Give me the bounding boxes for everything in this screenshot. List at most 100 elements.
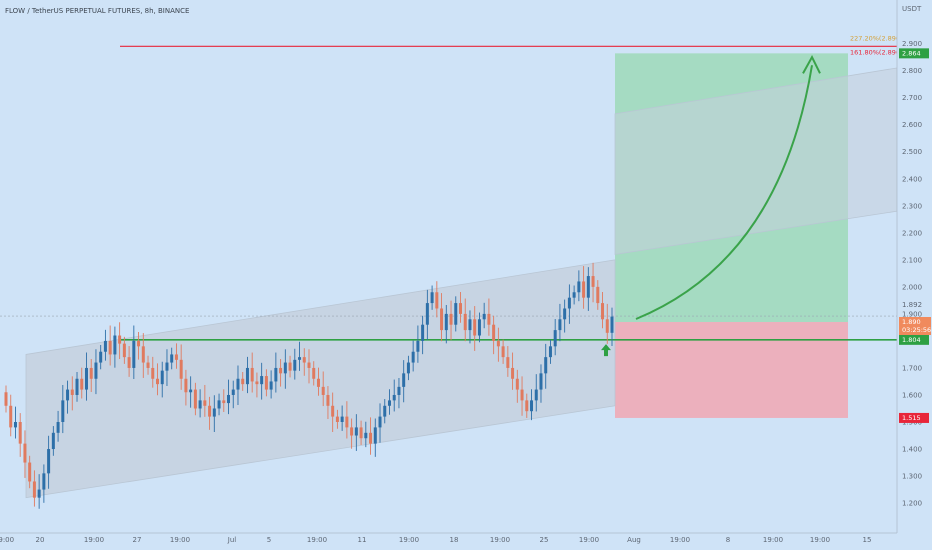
stop-zone — [615, 322, 848, 418]
candle-body — [511, 367, 515, 379]
candle-body — [160, 370, 164, 385]
target-price-badge-text: 2.864 — [902, 50, 921, 58]
candle-body — [364, 432, 368, 439]
candle-body — [316, 378, 320, 387]
candle — [99, 344, 103, 370]
candle — [208, 396, 212, 430]
candle — [222, 389, 226, 412]
candle — [340, 405, 344, 431]
stop-price-badge-text: 1.515 — [902, 414, 921, 422]
candle — [80, 367, 84, 399]
y-tick-label: 2.500 — [902, 148, 922, 156]
candle-body — [51, 432, 55, 450]
y-tick-label: 1.400 — [902, 446, 922, 454]
candle-body — [459, 303, 462, 314]
candle-body — [293, 359, 297, 371]
candle-body — [463, 313, 467, 331]
candle — [577, 270, 581, 302]
candle-body — [354, 427, 358, 436]
candle — [444, 304, 448, 344]
candle-body — [113, 335, 117, 355]
target-price-badge-bg — [899, 48, 929, 59]
y-tick-label: 2.200 — [902, 229, 922, 237]
candle — [198, 389, 202, 418]
candle — [47, 435, 51, 489]
candle — [387, 389, 391, 415]
candle-body — [255, 381, 259, 385]
candle — [137, 332, 141, 360]
x-tick-label: 20 — [36, 536, 45, 544]
candle — [558, 303, 562, 342]
candle-body — [298, 357, 302, 360]
candle — [264, 369, 268, 397]
candle-body — [103, 340, 107, 352]
target-price-badge: 2.864 — [899, 48, 929, 59]
candle — [302, 348, 306, 376]
candle — [402, 360, 406, 403]
candle — [586, 267, 590, 311]
candle — [430, 285, 434, 310]
candle — [75, 372, 79, 402]
candle — [369, 417, 373, 455]
candle — [283, 349, 287, 389]
candle — [525, 393, 529, 418]
candle-body — [444, 313, 448, 331]
candle — [203, 384, 207, 417]
candle — [189, 376, 193, 408]
candle-body — [127, 357, 131, 368]
candle-body — [596, 286, 600, 304]
candle-body — [203, 400, 207, 406]
candle — [9, 394, 13, 437]
y-tick-label: 1.700 — [902, 364, 922, 372]
candle — [51, 426, 55, 456]
candle — [70, 376, 74, 411]
candle — [477, 312, 481, 343]
candle — [227, 379, 231, 415]
candle-body — [279, 367, 283, 374]
candle — [141, 333, 145, 378]
y-tick-label: 1.200 — [902, 500, 922, 508]
candle — [354, 414, 358, 451]
candle — [463, 298, 467, 342]
candle — [23, 430, 27, 478]
candle — [122, 336, 126, 364]
y-tick-label: 2.900 — [902, 40, 922, 48]
candle-body — [42, 473, 46, 490]
candle-body — [567, 297, 571, 309]
candle — [212, 395, 216, 432]
candle-body — [350, 427, 354, 436]
candle-body — [23, 443, 27, 463]
x-tick-label: Aug — [627, 536, 641, 544]
candle — [335, 409, 339, 429]
y-tick-label: 2.400 — [902, 175, 922, 183]
candle-body — [496, 340, 500, 347]
y-axis-panel — [897, 0, 932, 550]
candle-body — [99, 351, 103, 363]
candle-body — [605, 319, 609, 333]
candle-body — [553, 330, 557, 347]
candle-body — [208, 405, 212, 417]
candle-body — [227, 394, 231, 404]
candle-body — [492, 324, 496, 341]
candle-body — [80, 378, 84, 390]
candle — [255, 372, 259, 398]
candle-body — [321, 386, 325, 395]
candle-body — [193, 389, 197, 409]
candle-body — [340, 416, 344, 422]
x-tick-label: 5 — [267, 536, 271, 544]
candle-body — [165, 362, 169, 371]
candle-body — [359, 427, 363, 439]
candle — [496, 327, 500, 362]
candle-body — [245, 367, 249, 385]
y-tick-label: 1.900 — [902, 310, 922, 318]
candle — [610, 307, 614, 347]
candle-body — [174, 354, 178, 360]
candle — [539, 364, 543, 403]
candle-body — [32, 481, 36, 498]
candle — [260, 362, 264, 400]
candle-body — [269, 381, 273, 390]
candle-body — [586, 276, 590, 298]
